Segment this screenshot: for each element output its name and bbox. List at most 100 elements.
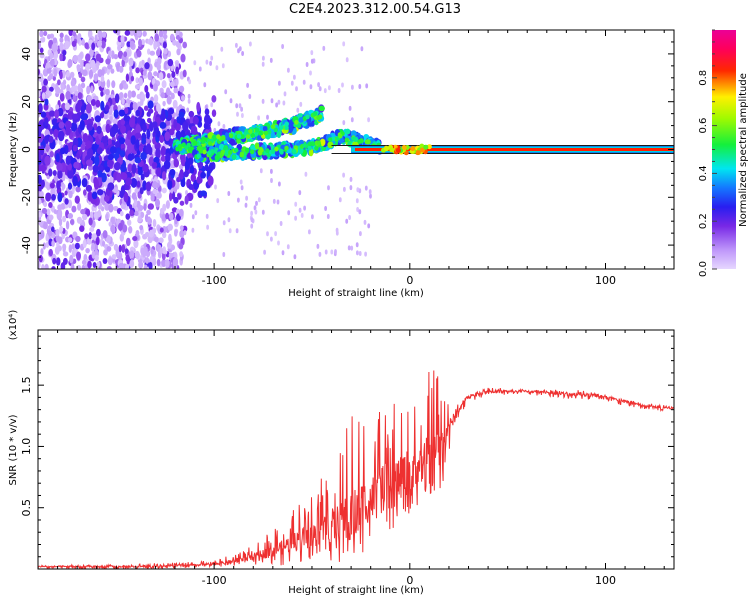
spectrogram-cell <box>135 229 140 237</box>
spectrogram-cell <box>316 115 321 121</box>
spectrogram-cell <box>102 257 108 265</box>
spectrogram-cell <box>314 145 319 151</box>
spectrogram-cell <box>147 203 155 210</box>
y-tick-label: 1.5 <box>20 376 33 394</box>
spectrogram-cell <box>64 190 68 196</box>
x-axis-label: Height of straight line (km) <box>288 288 424 299</box>
spectrogram-cell <box>96 147 103 155</box>
spectrogram-cell <box>47 230 53 237</box>
spectrogram-cell <box>235 103 239 109</box>
spectrogram-cell <box>78 148 83 155</box>
spectrogram-cell <box>120 35 125 43</box>
spectrogram-cell <box>173 158 180 168</box>
spectrogram-cell <box>316 140 321 146</box>
spectrogram-cell <box>48 110 56 117</box>
spectrogram-cell <box>155 147 161 159</box>
spectrogram-cell <box>43 30 48 36</box>
spectrogram-cell <box>90 85 94 94</box>
spectrogram-cell <box>257 115 260 121</box>
spectrogram-cell <box>80 59 84 69</box>
spectrogram-cell <box>419 143 425 149</box>
colorbar-label: Normalized spectral amplitude <box>738 73 749 227</box>
spectrogram-cell <box>40 248 44 255</box>
spectrogram-cell <box>186 107 190 113</box>
spectrogram-cell <box>292 149 297 154</box>
y-axis-label: SNR (10 * v/v) <box>8 414 19 485</box>
spectrogram-cell <box>210 102 214 108</box>
spectrogram-cell <box>49 33 55 39</box>
spectrogram-cell <box>138 205 144 211</box>
spectrogram-cell <box>356 207 359 212</box>
spectrogram-cell <box>58 217 63 227</box>
spectrogram-cell <box>59 37 64 43</box>
spectrogram-cell <box>91 250 95 259</box>
colorbar-tick-label: 0.4 <box>698 165 709 181</box>
spectrogram-cell <box>254 209 258 215</box>
spectrogram-cell <box>270 236 273 242</box>
spectrogram-cell <box>136 180 141 188</box>
spectrogram-cell <box>129 250 135 259</box>
spectrogram-cell <box>39 191 44 198</box>
spectrogram-cell <box>159 87 164 94</box>
spectrogram-cell <box>79 225 85 232</box>
spectrogram-cell <box>173 196 179 204</box>
spectrogram-cell <box>64 198 69 205</box>
spectrogram-cell <box>287 67 290 73</box>
spectrogram-cell <box>72 54 78 64</box>
spectrogram-cell <box>48 248 53 257</box>
spectrogram-cell <box>76 34 80 44</box>
spectrogram-cell <box>162 41 167 49</box>
spectrogram-cell <box>182 41 188 49</box>
spectrogram-cell <box>179 200 185 206</box>
spectrogram-cell <box>61 172 66 182</box>
spectrogram-cell <box>55 228 60 237</box>
spectrogram-cell <box>158 72 164 81</box>
spectrogram-cell <box>290 80 294 86</box>
spectrogram-cell <box>75 235 81 243</box>
spectrogram-cell <box>113 53 119 60</box>
spectrogram-cell <box>74 90 79 96</box>
spectrogram-cell <box>85 247 90 254</box>
spectrogram-cell <box>74 195 80 204</box>
spectrogram-cell <box>273 127 278 133</box>
spectrogram-cell <box>82 213 88 221</box>
spectrogram-cell <box>135 67 140 74</box>
spectrogram-cell <box>45 241 50 248</box>
spectrogram-cell <box>170 92 175 100</box>
spectrogram-cell <box>168 212 174 221</box>
spectrogram-cell <box>135 109 141 117</box>
spectrogram-cell <box>307 145 312 151</box>
spectrogram-cell <box>298 207 302 213</box>
spectrogram-cell <box>259 168 263 174</box>
spectrogram-cell <box>200 190 207 197</box>
spectrogram-cell <box>49 52 54 60</box>
spectrogram-cell <box>55 86 61 95</box>
spectrogram-cell <box>205 59 209 65</box>
spectrogram-cell <box>92 262 97 268</box>
spectrogram-cell <box>303 205 306 211</box>
x-tick-label: -100 <box>202 274 227 287</box>
spectrogram-cell <box>84 42 89 50</box>
spectrogram-cell <box>159 227 164 233</box>
spectrogram-cell <box>367 117 370 123</box>
spectrogram-cell <box>101 68 105 76</box>
spectrogram-cell <box>350 117 354 123</box>
spectrogram-cell <box>128 226 133 234</box>
spectrogram-cell <box>70 79 76 88</box>
spectrogram-cell <box>263 249 266 255</box>
spectrogram-cell <box>369 193 372 199</box>
spectrogram-cell <box>188 110 195 118</box>
spectrogram-cell <box>59 71 63 80</box>
spectrogram-cell <box>71 205 77 213</box>
spectrogram-cell <box>328 85 331 91</box>
spectrogram-cell <box>158 36 164 43</box>
spectrogram-cell <box>283 91 287 97</box>
y-tick-label: -20 <box>20 188 33 206</box>
spectrogram-cell <box>239 179 243 185</box>
spectrogram-cell <box>240 185 244 191</box>
spectrogram-cell <box>162 30 168 36</box>
spectrogram-cell <box>115 249 120 257</box>
spectrogram-cell <box>57 130 65 142</box>
spectrogram-cell <box>38 68 41 76</box>
colorbar-tick-label: 0.0 <box>698 261 709 277</box>
